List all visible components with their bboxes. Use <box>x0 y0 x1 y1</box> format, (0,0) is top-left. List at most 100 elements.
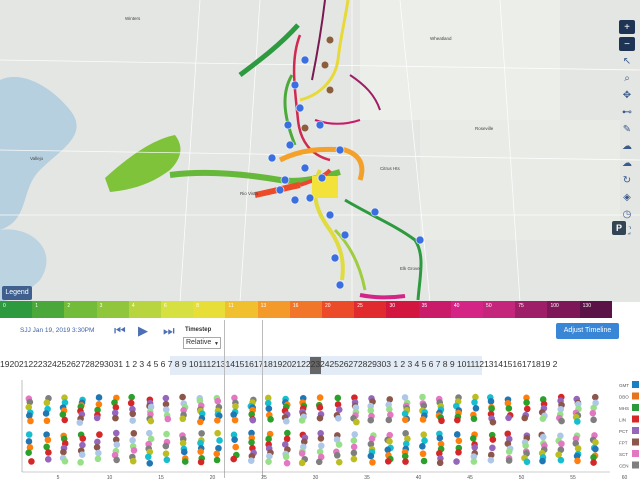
axis-tick-label: 25 <box>261 475 267 480</box>
chart-dot <box>129 410 137 418</box>
layers-icon[interactable]: ◈ <box>623 191 631 203</box>
parking-icon[interactable]: P <box>612 221 626 235</box>
chart-dot <box>26 412 33 419</box>
chart-dot <box>61 399 69 406</box>
cloud-upload-icon[interactable]: ☁ <box>622 140 632 152</box>
chart-dot <box>231 436 238 443</box>
chart-dot <box>472 393 479 401</box>
timestep-select[interactable]: Relative ▼ <box>183 337 221 349</box>
timeline-slider[interactable]: 19202122232425262728293031 1 2 3 4 5 6 7… <box>0 356 640 375</box>
chart-dot <box>505 405 513 412</box>
chart-dot <box>129 417 136 424</box>
refresh-icon[interactable]: ↻ <box>622 174 632 186</box>
clock-icon[interactable]: ◷ <box>622 208 632 220</box>
chart-dot <box>539 415 547 423</box>
chart-dot <box>197 418 204 426</box>
scale-label: 30 <box>389 303 395 309</box>
step-forward-icon[interactable]: ⏭ <box>163 323 175 338</box>
scale-label: 40 <box>453 303 460 309</box>
chart-dot <box>265 435 272 443</box>
chart-dot <box>25 403 33 411</box>
scale-swatch: 8 <box>193 301 226 318</box>
chart-dot <box>94 438 101 446</box>
map-canvas[interactable]: Winters Wheatland Roseville Citrus Hts V… <box>0 0 640 302</box>
station-swatch <box>632 438 639 446</box>
chart-dot <box>523 399 530 406</box>
station-label: FPT <box>619 441 628 446</box>
chart-dot <box>316 394 324 401</box>
chart-dot <box>231 394 238 402</box>
chart-dot <box>557 432 564 440</box>
chart-dot <box>284 429 291 437</box>
chart-dot <box>557 405 565 413</box>
zoom-icon[interactable]: ⌕ <box>624 72 630 84</box>
chart-dot <box>213 450 221 458</box>
station-label: LIN <box>619 418 626 423</box>
station-label: CEN <box>619 464 629 469</box>
chart-dot <box>95 394 103 401</box>
chart-dot <box>112 436 120 443</box>
map-view[interactable]: Winters Wheatland Roseville Citrus Hts V… <box>0 0 640 302</box>
chart-dot <box>43 417 51 425</box>
timeline-selection[interactable] <box>170 356 482 375</box>
chart-dot <box>79 441 86 449</box>
chart-dot <box>350 455 358 463</box>
chart-dot <box>350 449 358 457</box>
chart-dot <box>180 407 187 414</box>
chart-dot <box>283 459 291 467</box>
chart-dot <box>96 431 103 438</box>
chart-dot <box>539 457 546 465</box>
chart-dot <box>350 437 358 444</box>
current-timestamp: SJJ Jan 19, 2019 3:30PM <box>20 327 95 334</box>
chart-dot <box>317 435 325 442</box>
pointer-icon[interactable]: ↖ <box>622 55 632 67</box>
chart-dot <box>505 457 513 464</box>
chart-dot <box>216 437 223 444</box>
measure-icon[interactable]: ⊷ <box>622 106 632 118</box>
chart-dot <box>572 440 580 447</box>
pan-icon[interactable]: ✥ <box>622 89 632 101</box>
chart-dot <box>265 458 272 465</box>
chart-dot <box>113 456 120 464</box>
playback-controls: SJJ Jan 19, 2019 3:30PM ⏮ ▶ ⏭ Timestep R… <box>0 318 640 356</box>
station-dot-chart[interactable]: 5 10 15 20 25 30 35 40 45 50 55 60 GMT DBO MHS LIN PCT FP… <box>0 375 640 480</box>
scale-swatch: 3 <box>96 301 129 318</box>
chart-dot <box>27 417 34 425</box>
chart-dot <box>215 444 222 452</box>
minus-icon[interactable]: − <box>619 37 635 51</box>
timestep-value: Relative <box>186 339 212 346</box>
svg-text:Citrus Hts: Citrus Hts <box>380 166 401 171</box>
chart-dot <box>78 451 86 459</box>
pencil-icon[interactable]: ✎ <box>622 123 632 135</box>
scale-label: 35 <box>421 303 428 309</box>
chart-dot <box>146 460 154 467</box>
chart-dot <box>282 453 290 461</box>
chart-dot <box>93 443 101 451</box>
chart-dot <box>487 451 495 459</box>
scale-label: 75 <box>518 303 524 309</box>
play-icon[interactable]: ▶ <box>138 323 148 338</box>
station-label: SCT <box>619 452 628 457</box>
chart-dot <box>230 411 238 418</box>
chart-dot <box>130 447 138 454</box>
cloud-download-icon[interactable]: ☁ <box>622 157 632 169</box>
legend-button[interactable]: Legend <box>2 286 32 300</box>
chart-dot <box>146 429 153 437</box>
scale-label: 100 <box>550 303 559 309</box>
station-swatch <box>632 381 639 388</box>
fullscreen-icon[interactable]: ⛶ <box>623 225 631 237</box>
chart-dot <box>163 456 171 464</box>
chart-dot <box>61 416 69 424</box>
adjust-timeline-button[interactable]: Adjust Timeline <box>556 323 619 339</box>
chart-dot <box>437 440 445 448</box>
chart-dot <box>487 398 495 405</box>
chart-dot <box>402 440 410 448</box>
chart-dot <box>436 434 444 442</box>
svg-text:Wheatland: Wheatland <box>430 36 452 41</box>
plus-icon[interactable]: + <box>619 20 635 34</box>
chart-dot <box>247 457 255 464</box>
step-back-icon[interactable]: ⏮ <box>114 323 126 338</box>
chart-dot <box>232 403 239 410</box>
scale-label: 11 <box>228 303 234 309</box>
timeline-handle[interactable] <box>310 357 321 374</box>
